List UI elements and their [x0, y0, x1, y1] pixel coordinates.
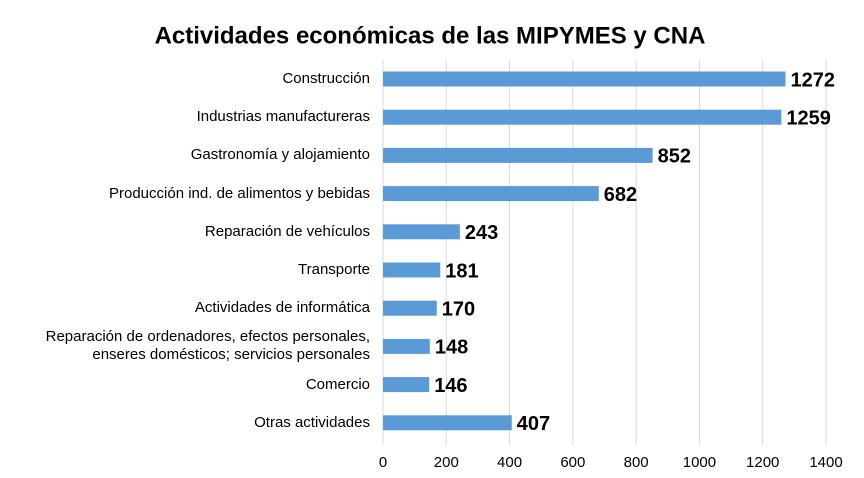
bar: [383, 262, 441, 278]
bar: [383, 338, 430, 354]
x-tick-label: 800: [624, 454, 649, 471]
bar: [383, 415, 512, 431]
y-tick-label: Actividades de informática: [194, 299, 370, 317]
value-label: 243: [465, 222, 498, 244]
value-label: 1272: [790, 69, 835, 91]
y-tick-label: Reparación de vehículos: [204, 222, 370, 240]
x-tick-label: 200: [434, 454, 459, 471]
y-tick-label: Construcción: [282, 70, 370, 87]
x-tick-label: 1200: [746, 454, 779, 471]
y-tick-label: Transporte: [298, 261, 370, 278]
y-tick-label: Producción ind. de alimentos y bebidas: [109, 184, 370, 202]
x-tick-label: 400: [497, 454, 522, 471]
value-label: 407: [517, 413, 550, 435]
value-label: 148: [435, 337, 468, 359]
bar: [383, 186, 599, 202]
value-label: 852: [658, 146, 691, 168]
y-tick-label: Comercio: [305, 375, 370, 393]
x-tick-label: 1000: [683, 454, 716, 471]
y-tick-label: Reparación de ordenadores, efectos perso…: [45, 328, 370, 364]
value-label: 181: [445, 260, 478, 282]
bar: [383, 377, 430, 393]
x-tick-label: 600: [560, 454, 585, 471]
y-tick-label: Otras actividades: [254, 413, 370, 431]
bar: [383, 109, 782, 125]
value-label: 682: [604, 184, 637, 206]
bar: [383, 147, 653, 163]
chart-title: Actividades económicas de las MIPYMES y …: [155, 22, 706, 49]
value-label: 1259: [786, 107, 831, 129]
y-tick-label: Gastronomía y alojamiento: [190, 146, 370, 164]
x-tick-label: 0: [379, 454, 387, 471]
y-tick-label: Industrias manufactureras: [196, 108, 370, 126]
x-tick-label: 1400: [809, 454, 842, 471]
value-label: 170: [442, 298, 475, 320]
value-label: 146: [434, 375, 467, 397]
bar: [383, 224, 460, 240]
bar: [383, 71, 786, 87]
bar: [383, 300, 437, 316]
